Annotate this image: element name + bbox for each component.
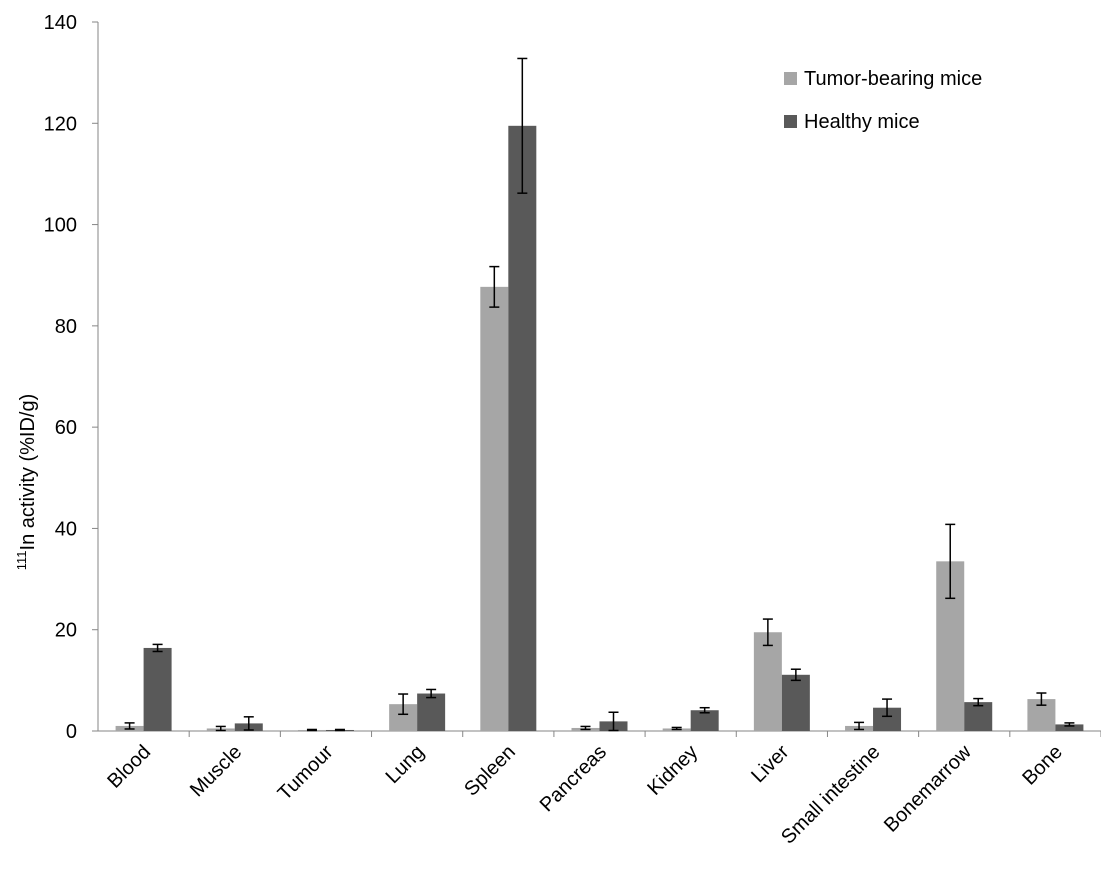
x-tick-labels: Blood Muscle Tumour Lung Spleen Pancreas Kidne… <box>103 741 1067 849</box>
legend-label: Healthy mice <box>804 111 920 133</box>
error-bars <box>124 57 1075 732</box>
x-tick-label: Muscle <box>186 741 246 801</box>
bar <box>143 647 172 731</box>
y-axis-label-main: In activity (%ID/g) <box>17 394 39 551</box>
legend-swatch <box>784 115 797 128</box>
y-tick-label: 100 <box>44 215 77 237</box>
bars <box>115 125 1084 731</box>
legend-label: Tumor-bearing mice <box>804 68 982 90</box>
legend: Tumor-bearing mice Healthy mice <box>784 68 982 133</box>
bar <box>781 674 810 731</box>
x-tick-label: Bone <box>1018 741 1067 790</box>
x-tick-label: Bonemarrow <box>880 741 976 837</box>
y-tick-label: 120 <box>44 113 77 135</box>
bar <box>753 632 782 731</box>
legend-swatch <box>784 72 797 85</box>
y-tick-label: 60 <box>55 417 77 439</box>
bar <box>690 710 719 731</box>
x-tick-label: Lung <box>382 741 429 788</box>
x-tick-label: Small intestine <box>777 741 885 849</box>
y-tick-label: 20 <box>55 620 77 642</box>
y-tick-label: 0 <box>66 721 77 743</box>
bar <box>964 702 993 731</box>
x-tick-label: Liver <box>747 741 793 787</box>
x-tick-label: Tumour <box>274 741 338 805</box>
bar <box>873 707 902 731</box>
y-tick-label: 80 <box>55 316 77 338</box>
y-tick-label: 140 <box>44 12 77 34</box>
bar <box>480 286 509 731</box>
x-tick-label: Pancreas <box>536 741 611 816</box>
bar <box>508 125 537 731</box>
bar <box>417 693 446 731</box>
y-tick-labels: 0 20 40 60 80 100 120 140 <box>44 12 77 743</box>
bar <box>1055 724 1084 731</box>
x-tick-label: Blood <box>103 741 155 793</box>
x-tick-label: Spleen <box>460 741 520 801</box>
x-tick-label: Kidney <box>643 741 702 800</box>
y-axis-label: 111In activity (%ID/g) <box>14 394 39 570</box>
y-axis-label-superscript: 111 <box>14 550 29 570</box>
y-tick-label: 40 <box>55 518 77 540</box>
